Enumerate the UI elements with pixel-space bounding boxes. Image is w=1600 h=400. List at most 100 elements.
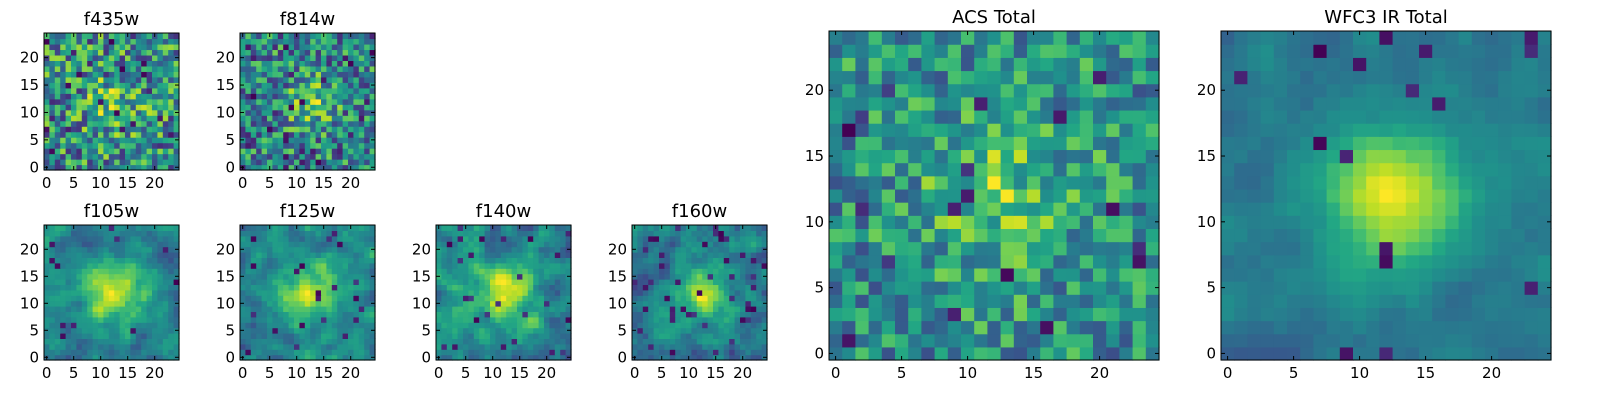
heatmap-cell xyxy=(65,54,72,61)
heatmap-cell xyxy=(44,289,50,296)
heatmap-cell xyxy=(54,93,61,100)
heatmap-cell xyxy=(130,142,137,149)
heatmap-cell xyxy=(135,82,142,89)
heatmap-cell xyxy=(103,65,110,72)
heatmap-cell xyxy=(283,300,290,307)
heatmap-cell xyxy=(326,343,333,350)
heatmap-cell xyxy=(1405,254,1420,269)
heatmap-cell xyxy=(495,273,502,280)
heatmap-cell xyxy=(321,257,327,264)
heatmap-cell xyxy=(1145,162,1160,177)
heatmap-cell xyxy=(98,142,104,149)
heatmap-cell xyxy=(162,153,169,160)
heatmap-cell xyxy=(723,268,730,275)
heatmap-cell xyxy=(895,254,909,269)
heatmap-cell xyxy=(49,230,56,237)
heatmap-cell xyxy=(1000,149,1015,164)
heatmap-cell xyxy=(1300,346,1314,361)
heatmap-cell xyxy=(696,273,703,280)
heatmap-cell xyxy=(326,93,333,100)
heatmap-cell xyxy=(686,268,692,275)
heatmap-cell xyxy=(718,252,725,258)
heatmap-cell xyxy=(500,289,507,296)
heatmap-cell xyxy=(740,349,746,356)
heatmap-cell xyxy=(250,38,257,45)
heatmap-cell xyxy=(696,289,703,296)
heatmap-cell xyxy=(168,311,175,318)
heatmap-cell xyxy=(130,104,137,111)
heatmap-cell xyxy=(842,109,856,124)
heatmap-cell xyxy=(326,65,333,72)
heatmap-cell xyxy=(168,148,175,155)
heatmap-cell xyxy=(331,82,338,89)
heatmap-cell xyxy=(1234,149,1248,164)
heatmap-cell xyxy=(723,252,730,258)
heatmap-cell xyxy=(267,246,273,253)
heatmap-cell xyxy=(81,98,88,105)
heatmap-cells xyxy=(829,31,1160,361)
heatmap-cell xyxy=(135,60,142,67)
heatmap-cell xyxy=(533,273,540,280)
heatmap-cell xyxy=(934,57,949,72)
heatmap-cell xyxy=(1498,307,1512,322)
heatmap-cell xyxy=(240,120,246,127)
heatmap-cell xyxy=(304,343,311,350)
heatmap-cell xyxy=(283,343,290,350)
heatmap-cell xyxy=(358,279,365,285)
heatmap-cell xyxy=(337,306,344,312)
heatmap-cell xyxy=(1247,307,1262,322)
heatmap-cell xyxy=(299,148,306,155)
heatmap-cell xyxy=(310,120,317,127)
heatmap-cell xyxy=(326,284,333,291)
heatmap-cell xyxy=(1040,254,1054,269)
heatmap-cell xyxy=(855,149,870,164)
heatmap-cell xyxy=(358,241,365,248)
heatmap-cell xyxy=(495,343,502,350)
heatmap-cell xyxy=(81,126,88,133)
x-tick-label: 20 xyxy=(145,174,164,192)
heatmap-cell xyxy=(554,300,561,307)
heatmap-cell xyxy=(261,284,268,291)
heatmap-cell xyxy=(71,311,77,318)
heatmap-cell xyxy=(342,76,349,83)
heatmap-cell xyxy=(1287,175,1301,190)
heatmap-cell xyxy=(1339,346,1354,361)
heatmap-cell xyxy=(756,333,763,339)
heatmap-cell xyxy=(1247,320,1262,335)
heatmap-cell xyxy=(272,268,279,275)
heatmap-cell xyxy=(527,316,534,323)
heatmap-cell xyxy=(173,148,180,155)
heatmap-cell xyxy=(750,306,757,312)
heatmap-cell xyxy=(457,257,464,264)
heatmap-cell xyxy=(713,311,719,318)
heatmap-cell xyxy=(245,262,252,269)
heatmap-cell xyxy=(304,98,311,105)
heatmap-cell xyxy=(511,246,518,253)
heatmap-cell xyxy=(1366,241,1380,256)
heatmap-cell xyxy=(533,306,540,312)
heatmap-cell xyxy=(934,307,949,322)
heatmap-cell xyxy=(506,225,513,231)
heatmap-cell xyxy=(1040,333,1054,348)
heatmap-cell xyxy=(71,153,77,160)
heatmap-cell xyxy=(1234,202,1248,216)
heatmap-cell xyxy=(740,333,746,339)
heatmap-cell xyxy=(130,109,137,116)
heatmap-cell xyxy=(315,230,322,237)
heatmap-cell xyxy=(130,131,137,138)
heatmap-cell xyxy=(696,262,703,269)
heatmap-cell xyxy=(304,316,311,323)
heatmap-cell xyxy=(114,148,121,155)
heatmap-cell xyxy=(125,311,131,318)
heatmap-cell xyxy=(76,65,83,72)
heatmap-cell xyxy=(76,54,83,61)
heatmap-cell xyxy=(272,93,279,100)
heatmap-cell xyxy=(987,136,1002,151)
heatmap-cell xyxy=(157,49,164,56)
heatmap-cell xyxy=(283,241,290,248)
heatmap-cell xyxy=(468,300,475,307)
heatmap-cell xyxy=(152,241,158,248)
heatmap-cell xyxy=(1326,267,1341,282)
heatmap-cell xyxy=(868,215,883,229)
heatmap-cell xyxy=(855,228,870,243)
